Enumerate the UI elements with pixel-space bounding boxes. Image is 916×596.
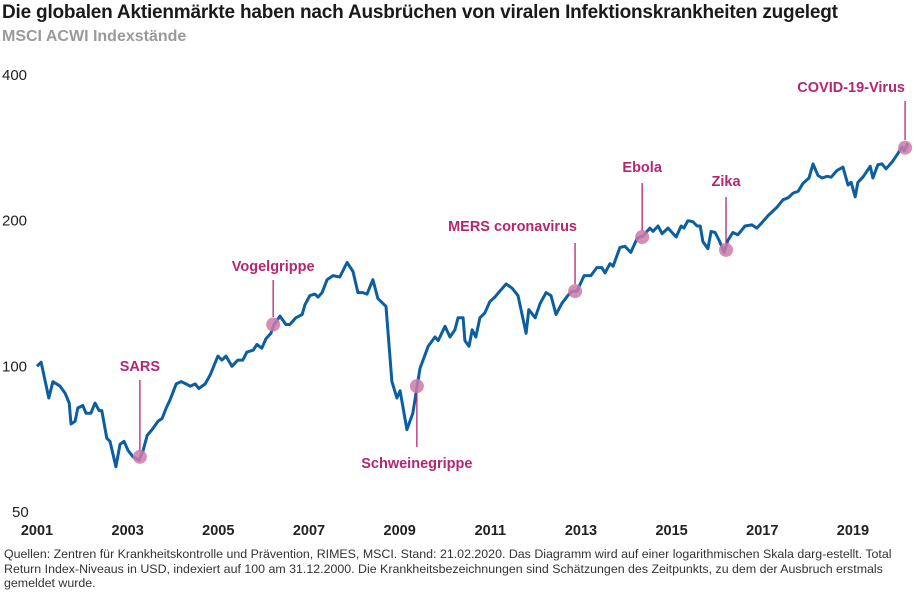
event-marker [568, 284, 583, 299]
x-tick-label: 2011 [475, 523, 506, 539]
footnote: Quellen: Zentren für Krankheitskontrolle… [4, 547, 892, 590]
x-tick-label: 2013 [565, 523, 597, 539]
annotation-label: Ebola [622, 160, 662, 176]
index-line [35, 142, 910, 469]
y-tick-label: 400 [2, 67, 27, 84]
chart-subtitle: MSCI ACWI Indexstände [2, 28, 187, 45]
annotation-label: Vogelgrippe [232, 259, 315, 275]
annotation-label: SARS [120, 359, 161, 375]
x-tick-label: 2001 [21, 523, 53, 539]
annotation-label: Zika [712, 174, 742, 190]
event-marker [266, 317, 281, 332]
annotation-label: MERS coronavirus [448, 219, 577, 235]
annotation-label: Schweinegrippe [361, 456, 472, 472]
x-tick-label: 2019 [837, 523, 869, 539]
event-marker [635, 230, 650, 245]
event-marker [898, 140, 913, 155]
y-tick-label: 100 [2, 358, 27, 375]
x-tick-label: 2005 [202, 523, 234, 539]
y-tick-label: 200 [2, 213, 27, 230]
annotation-label: COVID-19-Virus [797, 80, 905, 96]
chart-title: Die globalen Aktienmärkte haben nach Aus… [2, 2, 838, 23]
x-tick-label: 2017 [746, 523, 778, 539]
x-tick-label: 2009 [384, 523, 416, 539]
event-marker [409, 379, 424, 394]
event-marker [132, 449, 147, 464]
x-tick-label: 2003 [112, 523, 144, 539]
x-tick-label: 2007 [293, 523, 325, 539]
y-tick-label: 50 [12, 504, 29, 521]
event-marker [719, 242, 734, 257]
x-tick-label: 2015 [655, 523, 687, 539]
